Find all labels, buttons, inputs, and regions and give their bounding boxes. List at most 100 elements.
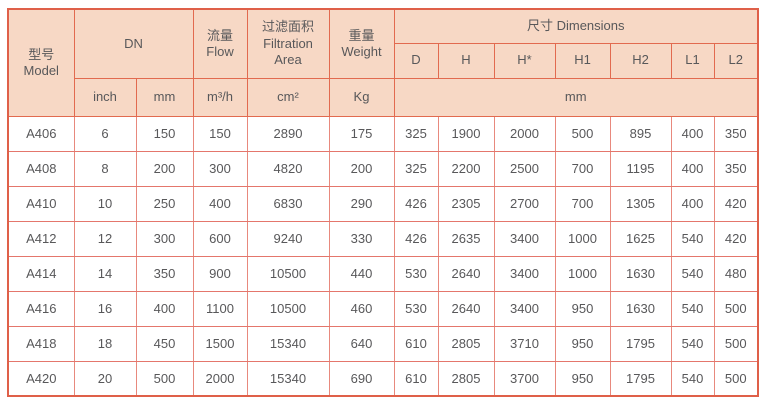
unit-area: cm² (246, 77, 330, 117)
table-cell: 2000 (192, 360, 248, 397)
table-cell: 15340 (246, 360, 330, 397)
table-cell: 2805 (437, 325, 495, 362)
header-dimensions: 尺寸 Dimensions (393, 8, 759, 44)
table-cell: 900 (192, 255, 248, 292)
table-cell: 1500 (192, 325, 248, 362)
table-cell: 530 (393, 255, 439, 292)
table-cell: 10500 (246, 255, 330, 292)
table-cell: 12 (73, 220, 137, 257)
table-cell: 600 (192, 220, 248, 257)
table-cell: 150 (135, 115, 194, 152)
table-cell: 330 (328, 220, 395, 257)
table-cell: 540 (670, 290, 715, 327)
table-cell: 400 (670, 185, 715, 222)
model-cell: A416 (7, 290, 75, 327)
table-cell: 2500 (493, 150, 556, 187)
table-cell: 1795 (609, 325, 672, 362)
header-row-units: inch mm m³/h cm² Kg mm (8, 77, 759, 117)
table-cell: 3400 (493, 220, 556, 257)
table-cell: 18 (73, 325, 137, 362)
table-row: A416 16 400 1100 10500 460 530 2640 3400 950 1630 5… (7, 290, 759, 327)
table-cell: 950 (554, 325, 611, 362)
table-row: A408 8 200 300 4820 200 325 2200 2500 700 1195 400 3… (7, 150, 759, 187)
table-cell: 400 (670, 115, 715, 152)
table-cell: 150 (192, 115, 248, 152)
header-filtration-area: 过滤面积 Filtration Area (246, 8, 330, 79)
table-cell: 9240 (246, 220, 330, 257)
table-cell: 690 (328, 360, 395, 397)
header-row-1: 型号 Model DN 流量 Flow 过滤面积 Filtration Area… (7, 8, 759, 117)
header-dim-h1: H1 (554, 42, 611, 79)
table-cell: 426 (393, 185, 439, 222)
table-row: A420 20 500 2000 15340 690 610 2805 3700 950 1795 5… (7, 360, 759, 397)
table-cell: 610 (393, 360, 439, 397)
table-cell: 2000 (493, 115, 556, 152)
table-cell: 540 (670, 325, 715, 362)
table-cell: 175 (328, 115, 395, 152)
model-cell: A410 (7, 185, 75, 222)
table-cell: 1000 (554, 255, 611, 292)
table-cell: 500 (554, 115, 611, 152)
header-dim-h: H (437, 42, 495, 79)
table-cell: 3700 (493, 360, 556, 397)
unit-weight: Kg (328, 77, 395, 117)
table-cell: 895 (609, 115, 672, 152)
table-cell: 400 (670, 150, 715, 187)
table-cell: 3400 (493, 290, 556, 327)
table-cell: 450 (135, 325, 194, 362)
header-dim-l2: L2 (713, 42, 759, 79)
table-row: A412 12 300 600 9240 330 426 2635 3400 1000 1625 54… (7, 220, 759, 257)
table-cell: 1795 (609, 360, 672, 397)
table-cell: 6830 (246, 185, 330, 222)
header-row-2: D H H* H1 H2 L1 L2 (8, 42, 759, 79)
table-cell: 1000 (554, 220, 611, 257)
unit-dn-mm: mm (135, 77, 194, 117)
table-cell: 540 (670, 220, 715, 257)
table-body: A406 6 150 150 2890 175 325 1900 2000 500 895 400 35… (7, 115, 759, 397)
model-cell: A406 (7, 115, 75, 152)
table-row: A410 10 250 400 6830 290 426 2305 2700 700 1305 400… (7, 185, 759, 222)
table-cell: 700 (554, 150, 611, 187)
table-cell: 500 (713, 360, 759, 397)
table-cell: 250 (135, 185, 194, 222)
model-cell: A412 (7, 220, 75, 257)
table-cell: 200 (328, 150, 395, 187)
table-cell: 500 (713, 290, 759, 327)
unit-dn-inch: inch (73, 77, 137, 117)
table-cell: 2890 (246, 115, 330, 152)
table-cell: 540 (670, 255, 715, 292)
table-cell: 640 (328, 325, 395, 362)
table-row: A418 18 450 1500 15340 640 610 2805 3710 950 1795 5… (7, 325, 759, 362)
header-dim-l1: L1 (670, 42, 715, 79)
table-cell: 15340 (246, 325, 330, 362)
header-dim-h2: H2 (609, 42, 672, 79)
table-cell: 350 (713, 150, 759, 187)
table-cell: 1630 (609, 290, 672, 327)
table-cell: 950 (554, 290, 611, 327)
model-cell: A418 (7, 325, 75, 362)
table-cell: 1625 (609, 220, 672, 257)
table-cell: 2305 (437, 185, 495, 222)
header-model: 型号 Model (7, 8, 75, 117)
header-dim-hstar: H* (493, 42, 556, 79)
table-cell: 1195 (609, 150, 672, 187)
table-cell: 3400 (493, 255, 556, 292)
table-cell: 2640 (437, 255, 495, 292)
table-cell: 300 (135, 220, 194, 257)
table-cell: 16 (73, 290, 137, 327)
header-weight: 重量 Weight (328, 8, 395, 79)
table-cell: 2200 (437, 150, 495, 187)
table-cell: 610 (393, 325, 439, 362)
table-cell: 300 (192, 150, 248, 187)
table-cell: 480 (713, 255, 759, 292)
table-row: A414 14 350 900 10500 440 530 2640 3400 1000 1630 5… (7, 255, 759, 292)
table-cell: 4820 (246, 150, 330, 187)
header-dn: DN (73, 8, 194, 79)
table-cell: 8 (73, 150, 137, 187)
unit-flow: m³/h (192, 77, 248, 117)
table-cell: 350 (135, 255, 194, 292)
model-cell: A414 (7, 255, 75, 292)
model-cell: A420 (7, 360, 75, 397)
table-cell: 14 (73, 255, 137, 292)
table-cell: 200 (135, 150, 194, 187)
